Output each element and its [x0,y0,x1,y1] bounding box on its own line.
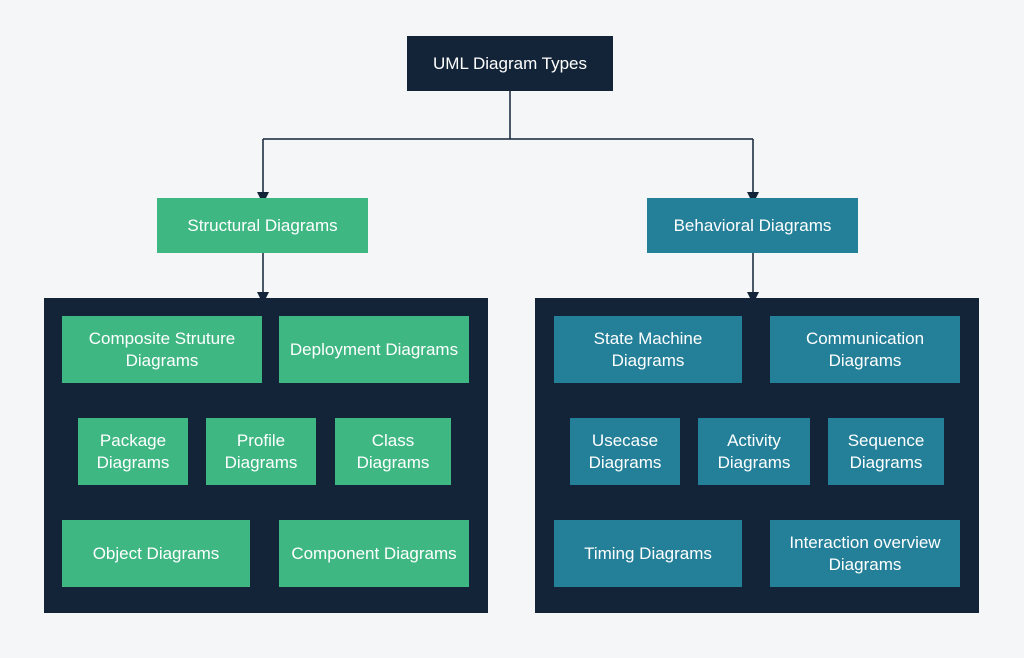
class-diagrams-node: Class Diagrams [335,418,451,485]
root-label: UML Diagram Types [433,53,587,74]
usecase-diagrams-node: Usecase Diagrams [570,418,680,485]
object-diagrams-node: Object Diagrams [62,520,250,587]
component-diagrams-node: Component Diagrams [279,520,469,587]
node-label: Sequence Diagrams [838,430,934,473]
node-label: Object Diagrams [93,543,220,564]
interaction-overview-diagrams-node: Interaction overview Diagrams [770,520,960,587]
node-label: Activity Diagrams [708,430,800,473]
communication-diagrams-node: Communication Diagrams [770,316,960,383]
structural-header: Structural Diagrams [157,198,368,253]
sequence-diagrams-node: Sequence Diagrams [828,418,944,485]
deployment-diagrams-node: Deployment Diagrams [279,316,469,383]
node-label: Usecase Diagrams [580,430,670,473]
package-diagrams-node: Package Diagrams [78,418,188,485]
behavioral-header: Behavioral Diagrams [647,198,858,253]
composite-structure-diagrams-node: Composite Struture Diagrams [62,316,262,383]
activity-diagrams-node: Activity Diagrams [698,418,810,485]
node-label: Timing Diagrams [584,543,712,564]
node-label: Interaction overview Diagrams [780,532,950,575]
node-label: Composite Struture Diagrams [72,328,252,371]
profile-diagrams-node: Profile Diagrams [206,418,316,485]
root-node: UML Diagram Types [407,36,613,91]
node-label: Component Diagrams [291,543,456,564]
node-label: Package Diagrams [88,430,178,473]
structural-header-label: Structural Diagrams [187,215,337,236]
behavioral-header-label: Behavioral Diagrams [674,215,832,236]
node-label: Deployment Diagrams [290,339,458,360]
state-machine-diagrams-node: State Machine Diagrams [554,316,742,383]
node-label: State Machine Diagrams [564,328,732,371]
node-label: Communication Diagrams [780,328,950,371]
timing-diagrams-node: Timing Diagrams [554,520,742,587]
node-label: Profile Diagrams [216,430,306,473]
node-label: Class Diagrams [345,430,441,473]
